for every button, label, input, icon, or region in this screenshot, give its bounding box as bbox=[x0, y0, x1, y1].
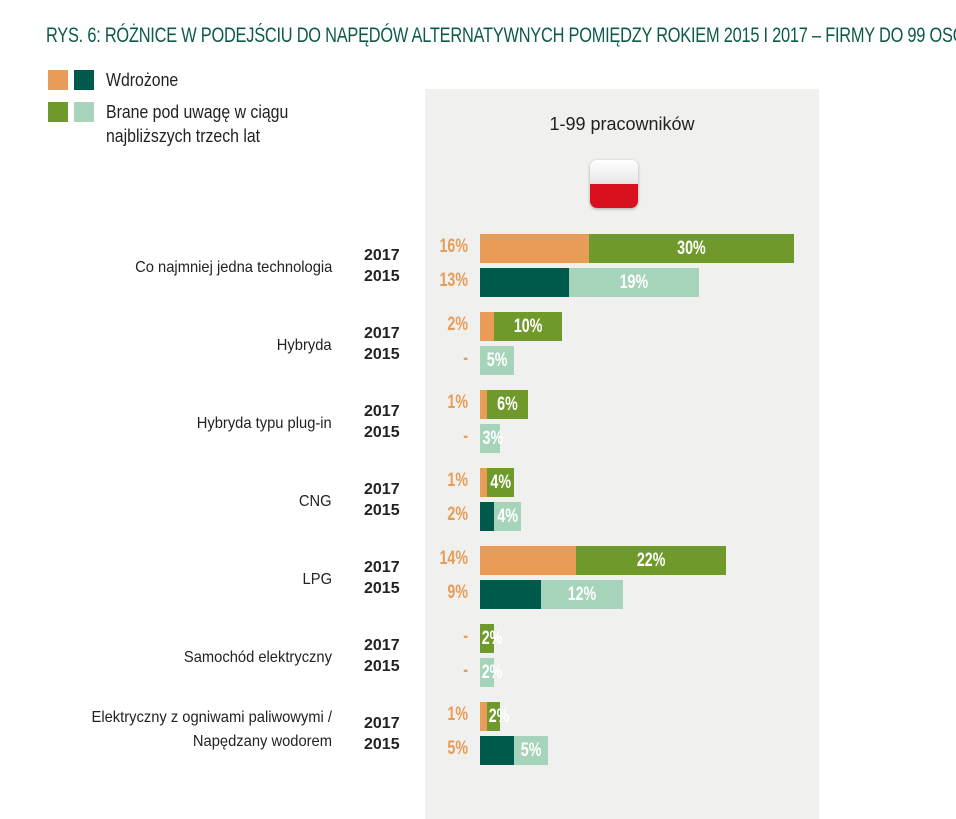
bar-implemented bbox=[480, 234, 590, 263]
legend-swatch-considered-2015 bbox=[74, 102, 94, 122]
bar-considered bbox=[541, 580, 624, 609]
implemented-value-label: - bbox=[463, 426, 468, 447]
year-label: 2015 bbox=[364, 268, 400, 285]
bar-implemented bbox=[480, 390, 487, 419]
considered-value-label: 6% bbox=[497, 394, 518, 415]
bar-considered bbox=[480, 624, 494, 653]
bar-considered bbox=[493, 312, 562, 341]
considered-value-label: 2% bbox=[481, 662, 503, 683]
category-label: LPG bbox=[302, 571, 332, 588]
bar-considered bbox=[486, 702, 501, 731]
poland-flag-icon bbox=[590, 160, 638, 208]
implemented-value-label: 2% bbox=[447, 504, 468, 525]
year-label: 2015 bbox=[364, 502, 400, 519]
implemented-value-label: 5% bbox=[447, 738, 468, 759]
considered-value-label: 2% bbox=[488, 706, 510, 727]
year-label: 2017 bbox=[364, 637, 400, 654]
implemented-value-label: - bbox=[463, 626, 468, 647]
category-label: Elektryczny z ogniwami paliwowymi / Napę… bbox=[91, 709, 332, 750]
implemented-value-label: - bbox=[463, 660, 468, 681]
bar-considered bbox=[486, 390, 528, 419]
bar-implemented bbox=[480, 580, 542, 609]
considered-value-label: 2% bbox=[481, 628, 503, 649]
bar-implemented bbox=[480, 312, 494, 341]
bar-implemented bbox=[480, 702, 487, 731]
bar-considered bbox=[575, 546, 726, 575]
category-label: Hybryda typu plug-in bbox=[196, 415, 332, 432]
considered-value-label: 12% bbox=[568, 584, 597, 605]
year-label: 2017 bbox=[364, 325, 400, 342]
considered-value-label: 4% bbox=[490, 472, 511, 493]
category-label: Co najmniej jedna technologia bbox=[134, 259, 332, 276]
implemented-value-label: 1% bbox=[447, 704, 468, 725]
implemented-value-label: - bbox=[463, 348, 468, 369]
bar-implemented bbox=[480, 268, 569, 297]
year-label: 2017 bbox=[364, 247, 400, 264]
considered-value-label: 5% bbox=[520, 740, 542, 761]
bar-implemented bbox=[480, 736, 515, 765]
category-label: CNG bbox=[299, 493, 332, 510]
bar-considered bbox=[480, 658, 494, 687]
implemented-value-label: 2% bbox=[447, 314, 468, 335]
year-label: 2015 bbox=[364, 580, 400, 597]
legend-swatch-considered-2017 bbox=[48, 102, 68, 122]
considered-value-label: 10% bbox=[513, 316, 543, 337]
bar-considered bbox=[514, 736, 549, 765]
implemented-value-label: 16% bbox=[439, 236, 468, 257]
implemented-value-label: 1% bbox=[447, 392, 468, 413]
year-label: 2015 bbox=[364, 736, 400, 753]
bar-implemented bbox=[480, 468, 487, 497]
year-label: 2015 bbox=[364, 424, 400, 441]
category-label: Samochód elektryczny bbox=[183, 649, 332, 666]
considered-value-label: 3% bbox=[482, 428, 504, 449]
legend-swatch-implemented-2017 bbox=[48, 70, 68, 90]
bar-considered bbox=[568, 268, 699, 297]
considered-value-label: 4% bbox=[497, 506, 518, 527]
panel-title: 1-99 pracowników bbox=[549, 114, 695, 134]
bar-considered bbox=[480, 424, 501, 453]
bar-implemented bbox=[480, 502, 494, 531]
bar-implemented bbox=[480, 546, 576, 575]
legend-label-implemented: Wdrożone bbox=[106, 70, 179, 90]
year-label: 2015 bbox=[364, 658, 400, 675]
chart-panel bbox=[425, 89, 819, 819]
legend-swatch-implemented-2015 bbox=[74, 70, 94, 90]
considered-value-label: 19% bbox=[619, 272, 648, 293]
implemented-value-label: 9% bbox=[447, 582, 468, 603]
implemented-value-label: 13% bbox=[439, 270, 468, 291]
year-label: 2017 bbox=[364, 403, 400, 420]
considered-value-label: 22% bbox=[636, 550, 665, 571]
category-label: Hybryda bbox=[277, 337, 332, 354]
year-label: 2017 bbox=[364, 715, 400, 732]
implemented-value-label: 1% bbox=[447, 470, 468, 491]
bar-considered bbox=[480, 346, 515, 375]
implemented-value-label: 14% bbox=[439, 548, 468, 569]
legend-label-considered: Brane pod uwagę w ciągu najbliższych trz… bbox=[106, 102, 289, 146]
year-label: 2017 bbox=[364, 481, 400, 498]
chart-title: RYS. 6: RÓŻNICE W PODEJŚCIU DO NAPĘDÓW A… bbox=[46, 24, 956, 47]
considered-value-label: 30% bbox=[677, 238, 706, 259]
year-label: 2017 bbox=[364, 559, 400, 576]
bar-considered bbox=[493, 502, 521, 531]
bar-considered bbox=[486, 468, 515, 497]
considered-value-label: 5% bbox=[486, 350, 508, 371]
bar-considered bbox=[589, 234, 795, 263]
year-label: 2015 bbox=[364, 346, 400, 363]
